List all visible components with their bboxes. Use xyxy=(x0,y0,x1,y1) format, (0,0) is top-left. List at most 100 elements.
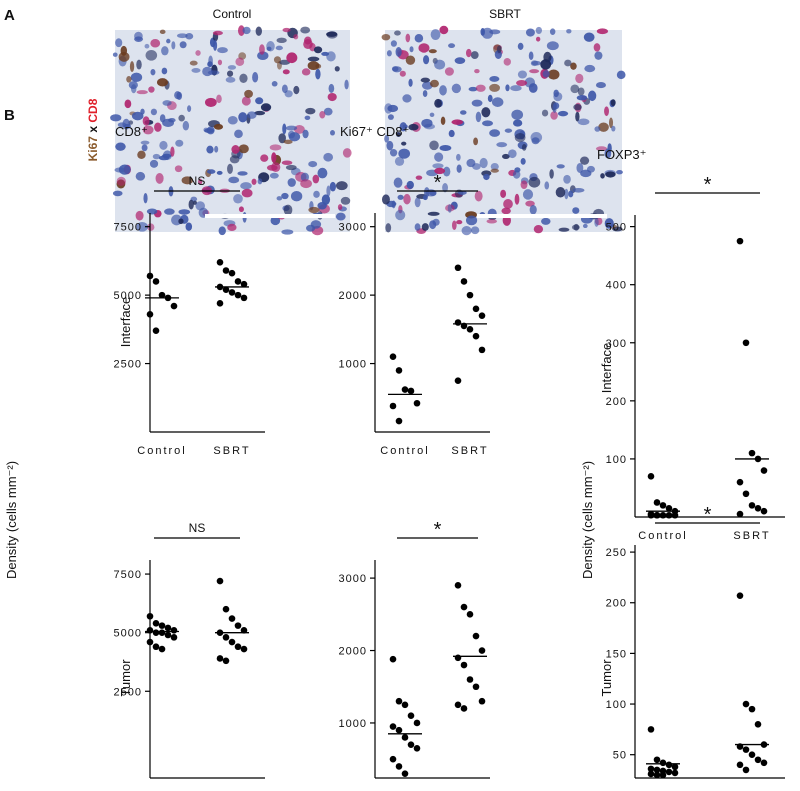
data-point xyxy=(653,499,661,506)
cell xyxy=(178,218,184,225)
cell xyxy=(148,86,155,93)
data-point xyxy=(152,278,160,285)
data-point xyxy=(742,766,750,774)
data-point xyxy=(152,327,160,335)
cell xyxy=(290,191,303,202)
cell xyxy=(456,153,461,161)
data-point xyxy=(395,726,403,734)
cell xyxy=(217,59,223,66)
y-axis-label: Density (cells mm⁻²) xyxy=(4,461,19,579)
cell xyxy=(579,156,590,165)
cell xyxy=(328,83,335,93)
cell xyxy=(611,125,616,132)
data-point xyxy=(222,286,230,293)
cell xyxy=(490,163,499,171)
cell xyxy=(542,70,550,78)
cell xyxy=(500,189,507,199)
cell xyxy=(214,145,219,153)
cell xyxy=(576,95,588,101)
data-point xyxy=(234,643,242,651)
cell xyxy=(418,43,430,53)
cell xyxy=(414,197,421,208)
cell xyxy=(479,157,488,169)
cell xyxy=(474,68,480,74)
data-point xyxy=(454,319,462,326)
cell xyxy=(503,199,513,209)
cell xyxy=(402,94,412,103)
cell xyxy=(529,69,540,74)
data-point xyxy=(407,712,415,720)
cell xyxy=(406,180,414,190)
cell xyxy=(216,170,223,175)
y-axis-label: Density (cells mm⁻²) xyxy=(580,461,595,579)
cell xyxy=(257,178,263,185)
cell xyxy=(150,38,161,48)
y-tick-label: 3000 xyxy=(339,573,367,585)
data-point xyxy=(240,294,248,302)
cell xyxy=(481,107,491,118)
cell xyxy=(239,73,248,84)
cell xyxy=(395,209,406,221)
data-point xyxy=(748,705,756,713)
cell xyxy=(271,152,277,163)
row-label: Interface xyxy=(118,297,133,348)
cell xyxy=(283,139,293,145)
cell xyxy=(217,47,228,54)
cell xyxy=(570,62,577,70)
data-point xyxy=(216,577,224,585)
cell xyxy=(468,86,478,92)
cell xyxy=(174,165,183,173)
cell xyxy=(408,123,419,131)
data-point xyxy=(401,701,409,709)
cell xyxy=(541,217,551,225)
data-point xyxy=(647,770,655,778)
data-point xyxy=(760,759,768,767)
cell xyxy=(259,44,265,55)
cell xyxy=(182,120,190,131)
x-tick-label: Control xyxy=(638,530,687,542)
cell xyxy=(490,168,499,173)
y-tick-label: 200 xyxy=(606,396,627,408)
data-point xyxy=(647,511,655,519)
cell xyxy=(423,123,435,130)
data-point xyxy=(228,269,236,277)
cell xyxy=(439,85,447,96)
data-point xyxy=(407,387,415,395)
cell xyxy=(434,59,446,70)
cell xyxy=(216,94,222,104)
cell xyxy=(496,142,508,148)
cell xyxy=(189,60,198,66)
cell xyxy=(178,114,185,122)
cell xyxy=(398,148,411,159)
cell xyxy=(202,66,213,77)
cell xyxy=(460,110,467,115)
significance-label: * xyxy=(704,174,712,196)
data-point xyxy=(647,473,655,480)
cell xyxy=(135,210,144,221)
cell xyxy=(397,194,404,200)
cell xyxy=(227,163,233,174)
cell xyxy=(112,190,123,197)
cell xyxy=(135,171,146,181)
cell xyxy=(393,177,403,188)
stain-x: x xyxy=(86,126,100,133)
cell xyxy=(461,226,472,236)
cell xyxy=(143,193,148,204)
cell xyxy=(157,78,169,87)
cell xyxy=(126,76,132,83)
cell xyxy=(233,193,243,204)
data-point xyxy=(454,582,462,589)
data-point xyxy=(222,657,230,665)
cell xyxy=(181,176,194,185)
data-point xyxy=(222,605,230,613)
cell xyxy=(162,100,172,106)
cell xyxy=(255,26,262,36)
data-point xyxy=(158,622,166,629)
cell xyxy=(616,70,626,80)
cell xyxy=(110,114,122,122)
cell xyxy=(279,59,291,65)
y-tick-label: 1000 xyxy=(339,359,367,371)
cell xyxy=(552,103,557,113)
stain-ki67: Ki67 xyxy=(86,136,100,162)
data-point xyxy=(653,766,661,774)
